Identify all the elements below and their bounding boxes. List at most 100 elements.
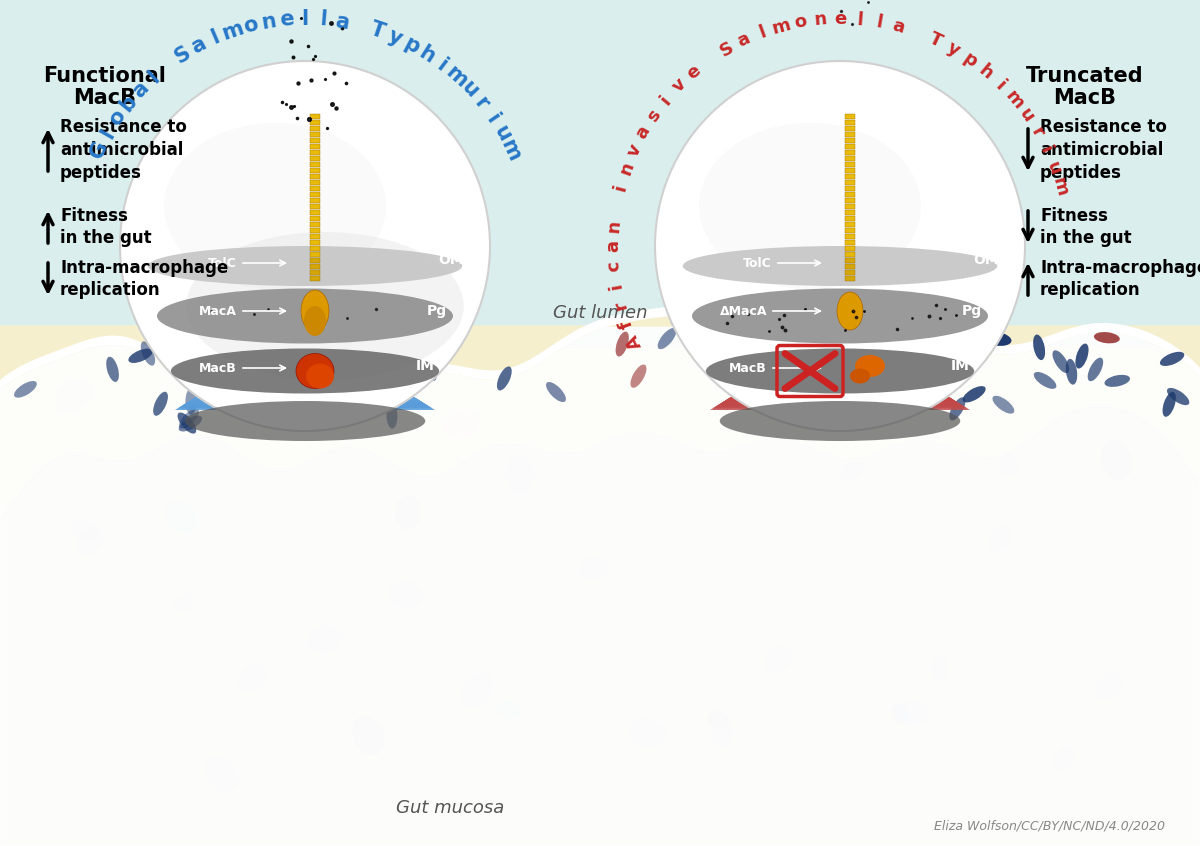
Polygon shape [253, 331, 358, 362]
Polygon shape [755, 331, 926, 382]
Text: OM: OM [438, 253, 464, 267]
Bar [845, 132, 854, 137]
Text: MacB: MacB [73, 88, 137, 108]
Ellipse shape [395, 496, 421, 530]
Text: y: y [944, 39, 964, 60]
Text: o: o [241, 14, 259, 37]
Bar [310, 180, 320, 185]
Text: m: m [497, 136, 524, 164]
Bar [845, 216, 854, 221]
Ellipse shape [306, 364, 334, 388]
Ellipse shape [263, 396, 287, 411]
Ellipse shape [1075, 343, 1088, 369]
Text: m: m [770, 15, 793, 38]
Polygon shape [791, 331, 889, 360]
Text: n: n [616, 159, 637, 178]
Ellipse shape [343, 321, 371, 342]
Polygon shape [238, 331, 373, 371]
Bar [845, 258, 854, 263]
Polygon shape [264, 331, 347, 355]
Text: l: l [856, 11, 864, 29]
Bar [310, 246, 320, 251]
Polygon shape [796, 331, 884, 357]
Bar [310, 252, 320, 257]
Ellipse shape [238, 663, 265, 693]
Bar [310, 174, 320, 179]
Ellipse shape [497, 700, 521, 719]
Text: r: r [611, 298, 630, 311]
Polygon shape [778, 331, 902, 368]
Text: Eliza Wolfson/CC/BY/NC/ND/4.0/2020: Eliza Wolfson/CC/BY/NC/ND/4.0/2020 [934, 820, 1165, 832]
Polygon shape [767, 331, 913, 375]
Text: r: r [470, 93, 493, 113]
Ellipse shape [14, 381, 37, 398]
Ellipse shape [1163, 392, 1176, 417]
Text: OM: OM [973, 253, 998, 267]
Polygon shape [710, 331, 970, 410]
Text: G: G [86, 138, 112, 162]
Text: l: l [875, 13, 884, 32]
Text: n: n [259, 11, 277, 33]
Bar [845, 198, 854, 203]
Polygon shape [775, 331, 905, 370]
Bar [310, 156, 320, 161]
Polygon shape [185, 331, 425, 404]
Ellipse shape [841, 462, 863, 480]
Ellipse shape [424, 356, 437, 381]
Ellipse shape [1052, 350, 1069, 373]
Bar [310, 114, 320, 119]
Text: c: c [605, 260, 623, 272]
Ellipse shape [898, 700, 930, 725]
Polygon shape [260, 331, 349, 357]
Ellipse shape [628, 718, 666, 747]
Polygon shape [739, 331, 942, 393]
Ellipse shape [850, 369, 870, 383]
Ellipse shape [445, 409, 479, 439]
Polygon shape [780, 331, 900, 367]
Ellipse shape [725, 349, 737, 374]
Bar [310, 270, 320, 275]
Bar [310, 126, 320, 131]
Bar [845, 180, 854, 185]
Polygon shape [209, 331, 401, 389]
Ellipse shape [839, 380, 851, 405]
Polygon shape [757, 331, 923, 382]
Ellipse shape [388, 581, 424, 608]
Text: o: o [106, 107, 130, 129]
Text: Resistance to
antimicrobial
peptides: Resistance to antimicrobial peptides [1040, 118, 1166, 182]
Text: a: a [632, 123, 654, 142]
Polygon shape [817, 331, 864, 344]
Bar [845, 228, 854, 233]
Text: Resistance to
antimicrobial
peptides: Resistance to antimicrobial peptides [60, 118, 187, 182]
Text: u: u [490, 123, 515, 146]
Ellipse shape [1096, 673, 1122, 701]
Bar [310, 168, 320, 173]
Bar [845, 240, 854, 245]
Text: l: l [209, 27, 223, 48]
Text: Gut mucosa: Gut mucosa [396, 799, 504, 817]
Text: S: S [716, 38, 737, 60]
Polygon shape [829, 331, 851, 337]
Ellipse shape [988, 526, 1012, 552]
Ellipse shape [497, 366, 511, 391]
Polygon shape [814, 331, 866, 346]
Polygon shape [764, 331, 916, 376]
Ellipse shape [1104, 375, 1130, 387]
Polygon shape [833, 331, 847, 335]
Text: ΔMacA: ΔMacA [720, 305, 767, 317]
Ellipse shape [1166, 388, 1189, 405]
Ellipse shape [107, 357, 119, 382]
Polygon shape [287, 331, 323, 341]
Text: i: i [1037, 144, 1055, 157]
Polygon shape [793, 331, 887, 359]
Ellipse shape [683, 246, 997, 286]
Ellipse shape [140, 341, 155, 365]
Polygon shape [809, 331, 871, 349]
Ellipse shape [186, 232, 463, 380]
Text: m: m [442, 62, 472, 91]
Polygon shape [248, 331, 362, 365]
Text: Truncated: Truncated [1026, 66, 1144, 86]
Text: T: T [367, 19, 388, 42]
Bar [310, 240, 320, 245]
Text: v: v [624, 141, 644, 159]
